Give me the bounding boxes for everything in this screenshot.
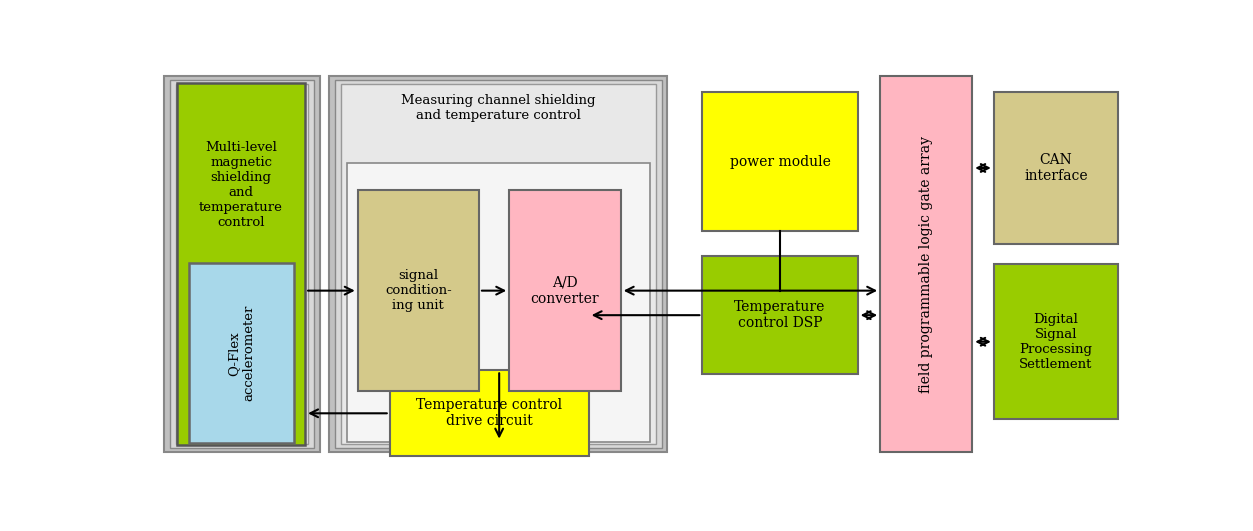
Bar xyxy=(509,191,620,391)
Bar xyxy=(703,256,858,374)
Text: Measuring channel shielding
and temperature control: Measuring channel shielding and temperat… xyxy=(401,95,595,122)
Bar xyxy=(189,263,293,443)
Bar xyxy=(703,92,858,232)
Text: CAN
interface: CAN interface xyxy=(1024,153,1088,183)
Bar xyxy=(341,84,655,444)
Bar xyxy=(880,76,972,452)
Text: Q-Flex
accelerometer: Q-Flex accelerometer xyxy=(227,305,256,401)
Text: Temperature
control DSP: Temperature control DSP xyxy=(734,300,826,330)
Bar xyxy=(164,76,320,452)
Bar xyxy=(994,264,1118,419)
Bar xyxy=(175,84,308,444)
Bar xyxy=(330,76,668,452)
Bar xyxy=(164,76,320,452)
Bar xyxy=(357,191,479,391)
Text: Digital
Signal
Processing
Settlement: Digital Signal Processing Settlement xyxy=(1019,313,1093,371)
Bar xyxy=(390,371,589,456)
Bar xyxy=(994,92,1118,244)
Text: Temperature control
drive circuit: Temperature control drive circuit xyxy=(416,398,563,429)
Bar xyxy=(336,80,662,448)
Text: power module: power module xyxy=(729,155,831,169)
Bar xyxy=(170,80,315,448)
Text: Multi-level
magnetic
shielding
and
temperature
control: Multi-level magnetic shielding and tempe… xyxy=(199,141,283,228)
Text: A/D
converter: A/D converter xyxy=(531,276,599,306)
Bar xyxy=(347,164,650,441)
Bar xyxy=(177,83,306,445)
Text: field programmable logic gate array: field programmable logic gate array xyxy=(920,135,933,392)
Text: signal
condition-
ing unit: signal condition- ing unit xyxy=(385,269,451,312)
